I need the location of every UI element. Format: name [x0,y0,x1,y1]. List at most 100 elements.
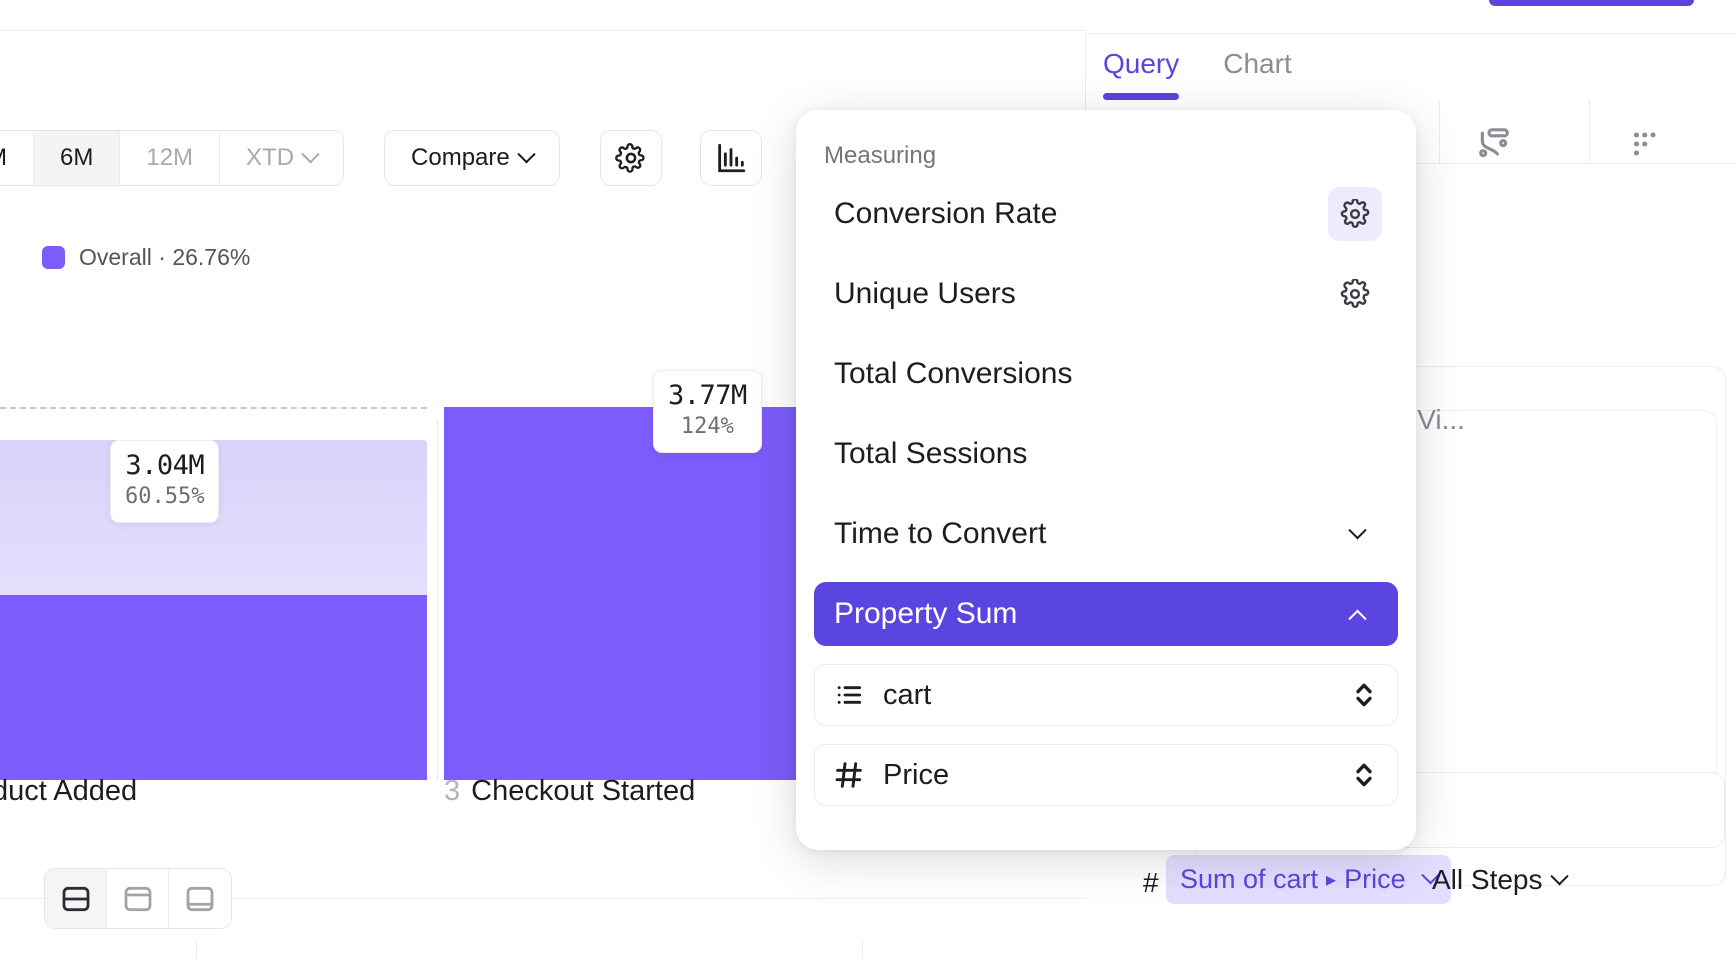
step-label-2-text: duct Added [0,775,138,807]
funnel-bar-1[interactable] [0,300,427,780]
tooltip-percent: 124% [680,414,734,440]
query-pane-top-divider [1085,33,1736,34]
chevron-updown-icon[interactable] [1353,758,1375,792]
gear-icon [1340,279,1370,309]
measuring-dropdown-title-text: Measuring [824,142,937,169]
measure-option-total-conversions[interactable]: Total Conversions [814,342,1398,406]
chevron-down-icon [301,144,320,163]
hash-icon [833,759,865,791]
chevron-down-icon[interactable] [1348,520,1367,539]
gear-icon [614,142,647,174]
measure-option-label: Total Conversions [834,357,1073,390]
dots-grid-icon [1626,126,1662,162]
hash-symbol: # [1143,867,1159,898]
bar-chart-icon [714,141,748,175]
metric-chip[interactable]: Sum of cart ▸ Price [1166,855,1451,904]
bottom-heavy-layout-icon [184,883,216,915]
compare-button[interactable]: Compare [384,130,560,186]
measure-option-property-sum[interactable]: Property Sum [814,582,1398,646]
chevron-down-icon [1549,866,1569,885]
chart-settings-button[interactable] [599,130,662,186]
axis-mini-tick-2 [862,941,863,959]
compare-button-label: Compare [411,144,510,171]
metric-chip-arrow-icon: ▸ [1326,869,1337,891]
top-heavy-layout-icon [122,883,154,915]
metric-chip-prefix: Sum of cart [1180,864,1319,894]
tab-chart-label: Chart [1223,48,1292,79]
chart-type-button[interactable] [699,130,762,186]
funnel-step-labels: duct Added 3 Checkout Started [0,775,1085,825]
tab-chart[interactable]: Chart [1223,48,1291,100]
chart-toolbar: M 6M 12M XTD Compare [0,130,762,186]
axis-tick-1 [437,420,438,780]
date-range-segmented-control[interactable]: M 6M 12M XTD [0,130,345,186]
range-option-6m-label: 6M [60,144,94,171]
comparison-dashed-line [0,407,427,409]
legend-value: 26.76% [172,244,251,270]
all-steps-selector[interactable]: All Steps [1432,864,1569,896]
tooltip-percent: 60.55% [125,484,205,510]
measuring-dropdown-title: Measuring [824,142,936,170]
legend-separator: · [158,244,166,270]
range-option-xtd[interactable]: XTD [220,131,344,185]
hash-icon: # [1143,867,1159,899]
measure-option-label: Unique Users [834,277,1016,310]
measure-option-label: Property Sum [834,597,1018,630]
unique-users-gear-button[interactable] [1328,267,1382,321]
tab-query[interactable]: Query [1103,48,1180,100]
measure-option-time-to-convert[interactable]: Time to Convert [814,502,1398,566]
measure-option-total-sessions[interactable]: Total Sessions [814,422,1398,486]
legend-color-swatch [42,246,65,269]
chevron-up-icon[interactable] [1348,609,1367,628]
measuring-dropdown: Measuring Conversion Rate Unique Users [796,110,1416,850]
split-even-layout-button[interactable] [45,869,107,928]
range-option-12m[interactable]: 12M [120,131,221,185]
header-divider [0,30,1085,31]
chevron-updown-icon[interactable] [1353,678,1375,712]
measure-option-label: Total Sessions [834,437,1028,470]
top-heavy-layout-button[interactable] [107,869,169,928]
metric-chip-property: Price [1344,864,1406,894]
layout-toggle-group [44,868,232,929]
split-even-layout-icon [60,883,92,915]
axis-mini-tick-1 [196,941,197,959]
funnel-bars: 3.04M 60.55% 3.77M 124% [0,300,1085,780]
range-option-6m[interactable]: 6M [34,131,121,185]
range-option-xtd-label: XTD [246,144,295,171]
bottom-divider [0,898,1085,899]
property-sum-property-value: Price [883,758,950,791]
step-number-3: 3 [444,775,461,807]
step-label-3[interactable]: 3 Checkout Started [444,775,695,808]
conversion-rate-gear-button[interactable] [1328,187,1382,241]
legend-series-name: Overall [79,244,152,270]
funnel-bar-2-tooltip: 3.77M 124% [653,370,762,453]
property-sum-property-select[interactable]: Price [814,744,1398,806]
tab-query-label: Query [1103,48,1180,79]
legend-label: Overall · 26.76% [79,244,250,271]
bottom-heavy-layout-button[interactable] [169,869,231,928]
funnel-bar-1-fill [0,595,427,780]
measure-option-label: Conversion Rate [834,197,1058,230]
primary-action-button[interactable] [1489,0,1694,6]
chart-legend: Overall · 26.76% [42,244,250,271]
right-icon-separator-2 [1589,100,1590,164]
flow-diagram-icon [1474,124,1514,164]
range-option-m-label: M [0,144,7,172]
tooltip-value: 3.04M [125,450,205,481]
step-label-3-text: Checkout Started [471,775,696,807]
range-option-m[interactable]: M [0,131,34,185]
measure-option-unique-users[interactable]: Unique Users [814,262,1398,326]
tooltip-value: 3.77M [668,380,747,411]
funnel-bar-1-tooltip: 3.04M 60.55% [110,440,220,523]
step-label-2[interactable]: duct Added [0,775,137,808]
property-sum-event-select[interactable]: cart [814,664,1398,726]
query-pane-tabs: Query Chart [1103,48,1292,100]
measure-option-conversion-rate[interactable]: Conversion Rate [814,182,1398,246]
chevron-down-icon [517,144,536,163]
measure-option-label: Time to Convert [834,517,1047,550]
flow-diagram-button[interactable] [1439,106,1549,182]
property-sum-event-value: cart [883,678,932,711]
list-icon [833,679,865,711]
dots-grid-button[interactable] [1589,106,1699,182]
